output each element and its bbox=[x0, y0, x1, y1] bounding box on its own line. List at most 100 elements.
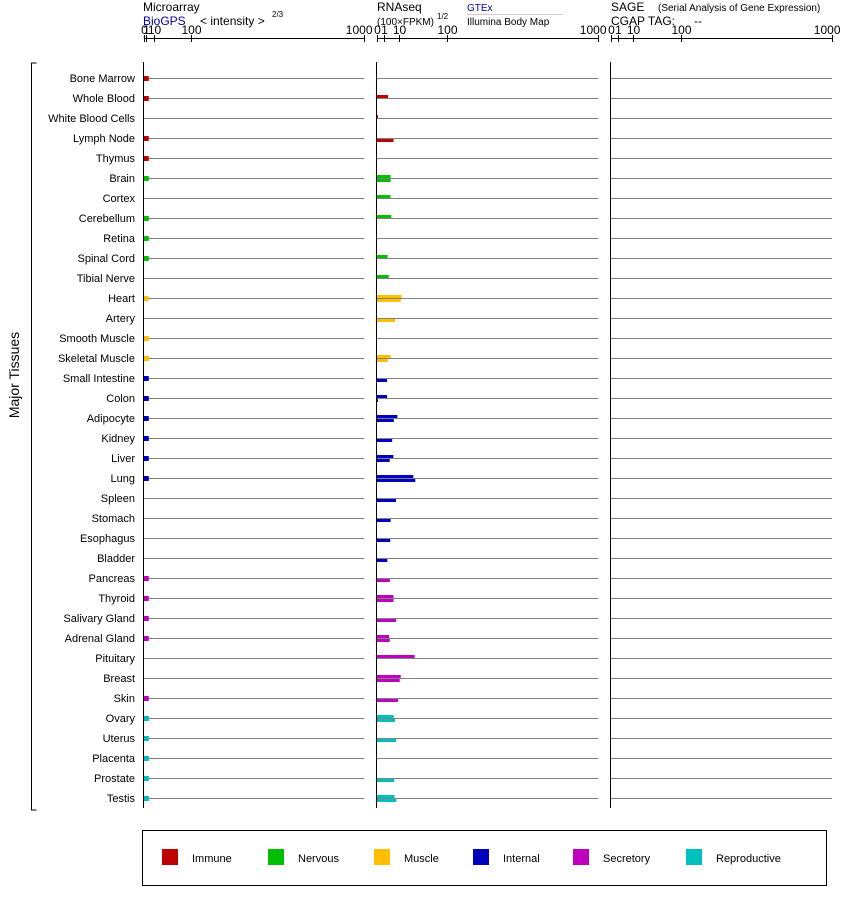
legend-swatch bbox=[473, 849, 489, 865]
legend-item: Reproductive bbox=[686, 849, 781, 865]
bar-illumina bbox=[377, 799, 397, 802]
major-tissues-bracket: Major Tissues bbox=[6, 62, 37, 811]
tissue-label: Testis bbox=[107, 793, 136, 805]
tissue-label: Adrenal Gland bbox=[65, 633, 135, 645]
bar-gtex bbox=[377, 275, 389, 278]
bar-illumina bbox=[377, 559, 388, 562]
microarray-tick-label: 100 bbox=[181, 23, 201, 37]
tissue-label: Breast bbox=[103, 673, 135, 685]
legend-item: Nervous bbox=[268, 849, 339, 865]
bar-gtex bbox=[377, 655, 415, 658]
microarray-tick-label: 0 bbox=[141, 23, 148, 37]
bar-biogps bbox=[144, 576, 149, 581]
bar-biogps bbox=[144, 756, 149, 761]
bar-gtex bbox=[377, 675, 401, 678]
bar-illumina bbox=[377, 359, 388, 362]
microarray-tick-label: 1000 bbox=[346, 23, 373, 37]
illumina-body-map-label: Illumina Body Map bbox=[467, 17, 550, 28]
bar-biogps bbox=[144, 736, 149, 741]
rnaseq-scale-label: (100×FPKM) bbox=[377, 17, 434, 28]
gtex-bars bbox=[377, 95, 415, 798]
sage-title: SAGE bbox=[611, 0, 644, 14]
sage-subtitle: (Serial Analysis of Gene Expression) bbox=[658, 3, 820, 14]
bar-biogps bbox=[144, 336, 149, 341]
tissue-label: Colon bbox=[106, 393, 135, 405]
tissue-label: Salivary Gland bbox=[63, 613, 135, 625]
bar-gtex bbox=[377, 95, 389, 98]
tissue-label: Ovary bbox=[106, 713, 136, 725]
bar-biogps bbox=[144, 216, 149, 221]
bar-biogps bbox=[144, 436, 149, 441]
microarray-title: Microarray bbox=[143, 0, 200, 14]
bar-biogps bbox=[144, 96, 149, 101]
legend-item: Secretory bbox=[573, 849, 651, 865]
bar-illumina bbox=[377, 599, 394, 602]
tissue-label: Liver bbox=[111, 453, 135, 465]
bar-illumina bbox=[377, 179, 391, 182]
biogps-link[interactable]: BioGPS bbox=[143, 14, 186, 28]
tissue-label: Bone Marrow bbox=[70, 73, 135, 85]
legend-swatch bbox=[162, 849, 178, 865]
bar-gtex bbox=[377, 215, 392, 218]
rnaseq-tick-label: 1 bbox=[381, 23, 388, 37]
tissue-label: Cortex bbox=[103, 193, 136, 205]
tissue-label: Brain bbox=[109, 173, 135, 185]
bar-biogps bbox=[144, 796, 149, 801]
bar-biogps bbox=[144, 776, 149, 781]
tissue-label: Adipocyte bbox=[87, 413, 135, 425]
tissue-label: Retina bbox=[103, 233, 136, 245]
biogps-bars bbox=[144, 76, 149, 801]
tissue-label: Prostate bbox=[94, 773, 135, 785]
bar-gtex bbox=[377, 395, 388, 398]
legend-swatch bbox=[268, 849, 284, 865]
bar-illumina bbox=[377, 539, 391, 542]
bar-gtex bbox=[377, 195, 391, 198]
tissue-label: Heart bbox=[108, 293, 135, 305]
rnaseq-tick-label: 100 bbox=[437, 23, 457, 37]
bar-gtex bbox=[377, 175, 391, 178]
rnaseq-scale-exponent: 1/2 bbox=[437, 12, 449, 21]
tissue-label: Small Intestine bbox=[63, 373, 135, 385]
tissue-label: Pituitary bbox=[95, 653, 135, 665]
legend-swatch bbox=[573, 849, 589, 865]
sage-tick-label: 100 bbox=[671, 23, 691, 37]
bar-illumina bbox=[377, 719, 395, 722]
tissue-label: Bladder bbox=[97, 553, 135, 565]
gtex-link[interactable]: GTEx bbox=[467, 3, 493, 14]
bar-biogps bbox=[144, 596, 149, 601]
bar-biogps bbox=[144, 396, 149, 401]
tissue-label: Spleen bbox=[101, 493, 135, 505]
bar-gtex bbox=[377, 635, 390, 638]
legend-label: Internal bbox=[503, 853, 540, 865]
legend-item: Internal bbox=[473, 849, 540, 865]
legend-label: Muscle bbox=[404, 853, 439, 865]
microarray-tick-label: 1 bbox=[143, 23, 150, 37]
microarray-header: Microarray BioGPS < intensity > 2/3 bbox=[143, 0, 284, 28]
legend-item: Muscle bbox=[374, 849, 439, 865]
sage-tick-label: 0 bbox=[608, 23, 615, 37]
tissue-label: Kidney bbox=[101, 433, 135, 445]
bar-biogps bbox=[144, 156, 149, 161]
rnaseq-tick-label: 10 bbox=[393, 23, 407, 37]
bar-gtex bbox=[377, 255, 388, 258]
bar-illumina bbox=[377, 499, 397, 502]
bar-biogps bbox=[144, 616, 149, 621]
bar-gtex bbox=[377, 415, 398, 418]
tissue-label: Lymph Node bbox=[73, 133, 135, 145]
bar-biogps bbox=[144, 696, 149, 701]
bar-biogps bbox=[144, 296, 149, 301]
tissue-label: Spinal Cord bbox=[78, 253, 135, 265]
bar-biogps bbox=[144, 236, 149, 241]
tissue-label: Pancreas bbox=[89, 573, 136, 585]
bar-illumina bbox=[377, 699, 399, 702]
bar-biogps bbox=[144, 376, 149, 381]
tissue-label: Smooth Muscle bbox=[59, 333, 135, 345]
tissue-label: Thyroid bbox=[98, 593, 135, 605]
bar-gtex bbox=[377, 595, 394, 598]
bar-gtex bbox=[377, 455, 394, 458]
bar-illumina bbox=[377, 299, 401, 302]
bar-biogps bbox=[144, 636, 149, 641]
microarray-scale-label: < intensity > bbox=[200, 14, 265, 28]
